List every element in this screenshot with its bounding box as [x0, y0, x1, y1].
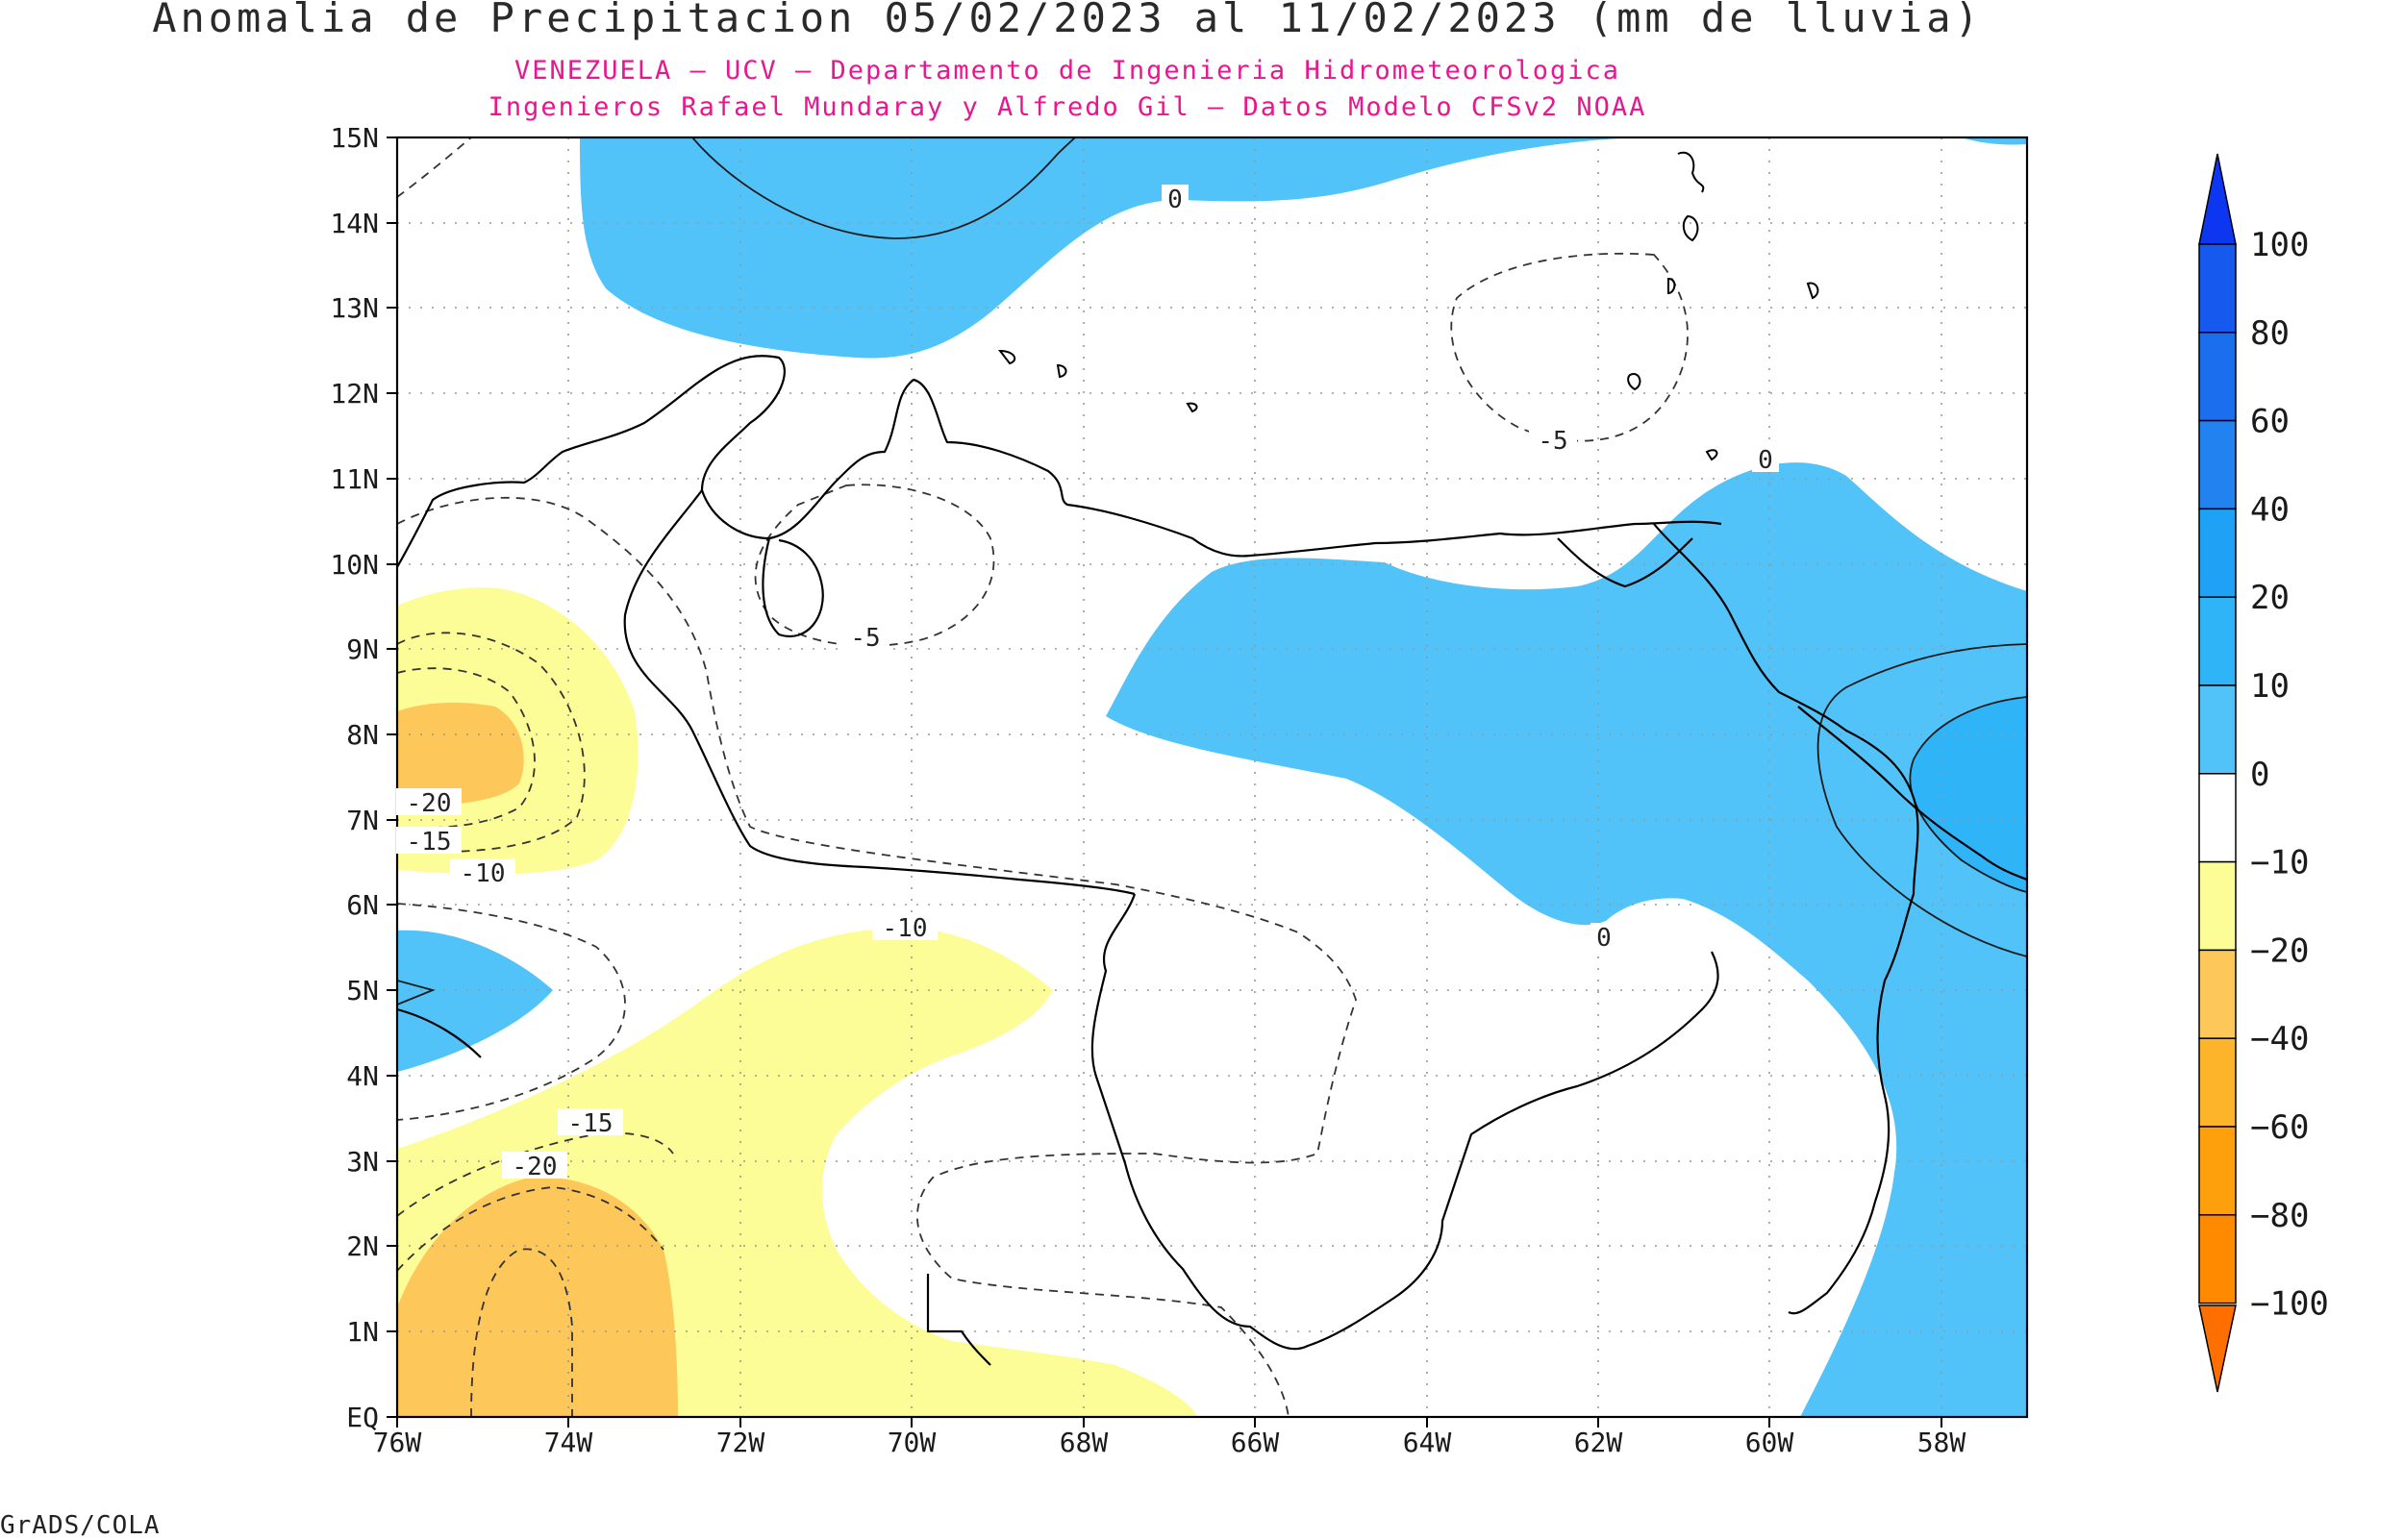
legend-level-label: 0: [2250, 756, 2269, 794]
contour-label-0-south: 0: [1596, 924, 1612, 953]
lat-label-15n: 15N: [330, 122, 379, 154]
legend-level-label: −60: [2250, 1108, 2309, 1147]
map-title: Anomalia de Precipitacion 05/02/2023 al …: [152, 0, 1983, 41]
lon-label-60w: 60W: [1745, 1427, 1794, 1458]
legend-level-label: 60: [2250, 403, 2290, 441]
coastlines-borders: [397, 355, 2027, 1366]
islands: [997, 151, 1819, 461]
lon-label-64w: 64W: [1403, 1427, 1452, 1458]
contours-negative: [397, 137, 1689, 1417]
fill-positive-north: [580, 137, 1635, 359]
subtitle-institution: VENEZUELA — UCV — Departamento de Ingeni…: [513, 56, 1621, 86]
fill-negative-strong-west: [397, 702, 524, 807]
fill-negative-strong-south: [397, 1177, 678, 1417]
brazil-border: [926, 1274, 991, 1366]
lat-label-5n: 5N: [346, 975, 379, 1006]
legend-cell: [2198, 1037, 2237, 1128]
contour-label-minus10-west: -10: [461, 859, 506, 888]
fill-positive-corner: [1962, 137, 2027, 145]
subtitle-authors: Ingenieros Rafael Mundaray y Alfredo Gil…: [488, 92, 1647, 122]
contour-label-minus5-andes: -5: [850, 624, 880, 653]
lat-label-9n: 9N: [346, 633, 379, 665]
legend-cell: [2198, 949, 2237, 1039]
legend-level-label: −20: [2250, 931, 2309, 970]
legend-cell: [2198, 596, 2237, 686]
legend-level-label: −80: [2250, 1197, 2309, 1235]
software-credit: GrADS/COLA: [0, 1511, 161, 1540]
lon-label-68w: 68W: [1060, 1427, 1109, 1458]
legend-cell: [2198, 773, 2237, 863]
maracaibo-lake-outline: [762, 537, 824, 637]
lon-label-62w: 62W: [1574, 1427, 1623, 1458]
lat-label-7n: 7N: [346, 805, 379, 836]
caribbean-coastline: [397, 355, 1722, 568]
lat-label-6n: 6N: [346, 889, 379, 921]
guyana-coastline: [1797, 706, 2027, 882]
lat-label-10n: 10N: [330, 549, 379, 581]
legend-cell: [2198, 419, 2237, 510]
fill-positive-strong-east: [1910, 697, 2027, 892]
contour-label-minus15-west: -15: [407, 828, 452, 857]
legend-cell: [2198, 1214, 2237, 1304]
lat-label-11n: 11N: [330, 463, 379, 495]
contour-label-minus5-caribbean: -5: [1538, 427, 1567, 456]
legend-cell: [2198, 684, 2237, 775]
longitude-labels: 76W 74W 72W 70W 68W 66W 64W 62W 60W 58W: [373, 1427, 1966, 1458]
legend-cap-min: [2198, 1304, 2237, 1393]
lon-label-72w: 72W: [716, 1427, 765, 1458]
contour-label-0-north: 0: [1167, 186, 1183, 214]
legend-level-label: 100: [2250, 226, 2309, 264]
legend-cell: [2198, 860, 2237, 952]
legend-level-label: 20: [2250, 579, 2290, 617]
western-border: [623, 489, 1136, 896]
contour-label-minus15-south: -15: [568, 1109, 614, 1138]
contour-labels: 0 0 0 -5 -5 -10 -10 -15 -15 -20 -20: [396, 185, 1779, 1181]
legend-cell: [2198, 332, 2237, 422]
lat-label-13n: 13N: [330, 292, 379, 324]
lat-label-8n: 8N: [346, 719, 379, 751]
lat-label-4n: 4N: [346, 1060, 379, 1092]
lon-label-66w: 66W: [1231, 1427, 1280, 1458]
axis-ticks: [387, 137, 1942, 1428]
contour-label-minus20-west: -20: [407, 789, 452, 818]
legend-level-label: −40: [2250, 1020, 2309, 1058]
orinoco-delta: [1557, 537, 1693, 588]
legend-cap-max: [2198, 153, 2237, 245]
eastern-border: [1653, 523, 1919, 1315]
lon-label-74w: 74W: [544, 1427, 593, 1458]
lat-label-1n: 1N: [346, 1316, 379, 1348]
lat-label-12n: 12N: [330, 378, 379, 410]
southern-border: [1090, 893, 1719, 1351]
lon-label-76w: 76W: [373, 1427, 422, 1458]
latitude-labels: 15N 14N 13N 12N 11N 10N 9N 8N 7N 6N 5N 4…: [330, 122, 379, 1433]
fill-positive-west: [397, 930, 553, 1072]
plot-frame: [395, 136, 2029, 1419]
legend-cell: [2198, 508, 2237, 598]
legend-cell: [2198, 243, 2237, 334]
legend-level-label: 40: [2250, 490, 2290, 529]
legend-level-label: 10: [2250, 667, 2290, 706]
lat-label-3n: 3N: [346, 1146, 379, 1178]
legend-cells: [2198, 243, 2237, 1304]
lat-label-14n: 14N: [330, 208, 379, 239]
legend-level-label: −100: [2250, 1285, 2329, 1324]
colombia-interior: [397, 1007, 482, 1058]
lon-label-70w: 70W: [888, 1427, 937, 1458]
legend-level-label: −10: [2250, 844, 2309, 882]
contour-label-minus10-south: -10: [883, 914, 928, 943]
contour-label-0-east: 0: [1758, 446, 1773, 475]
legend-level-label: 80: [2250, 314, 2290, 353]
legend-cell: [2198, 1126, 2237, 1216]
fill-positive-east: [1106, 462, 2027, 1417]
contour-label-minus20-south: -20: [513, 1153, 558, 1181]
lat-label-2n: 2N: [346, 1230, 379, 1262]
lat-label-eq: EQ: [346, 1402, 379, 1433]
lon-label-58w: 58W: [1917, 1427, 1966, 1458]
